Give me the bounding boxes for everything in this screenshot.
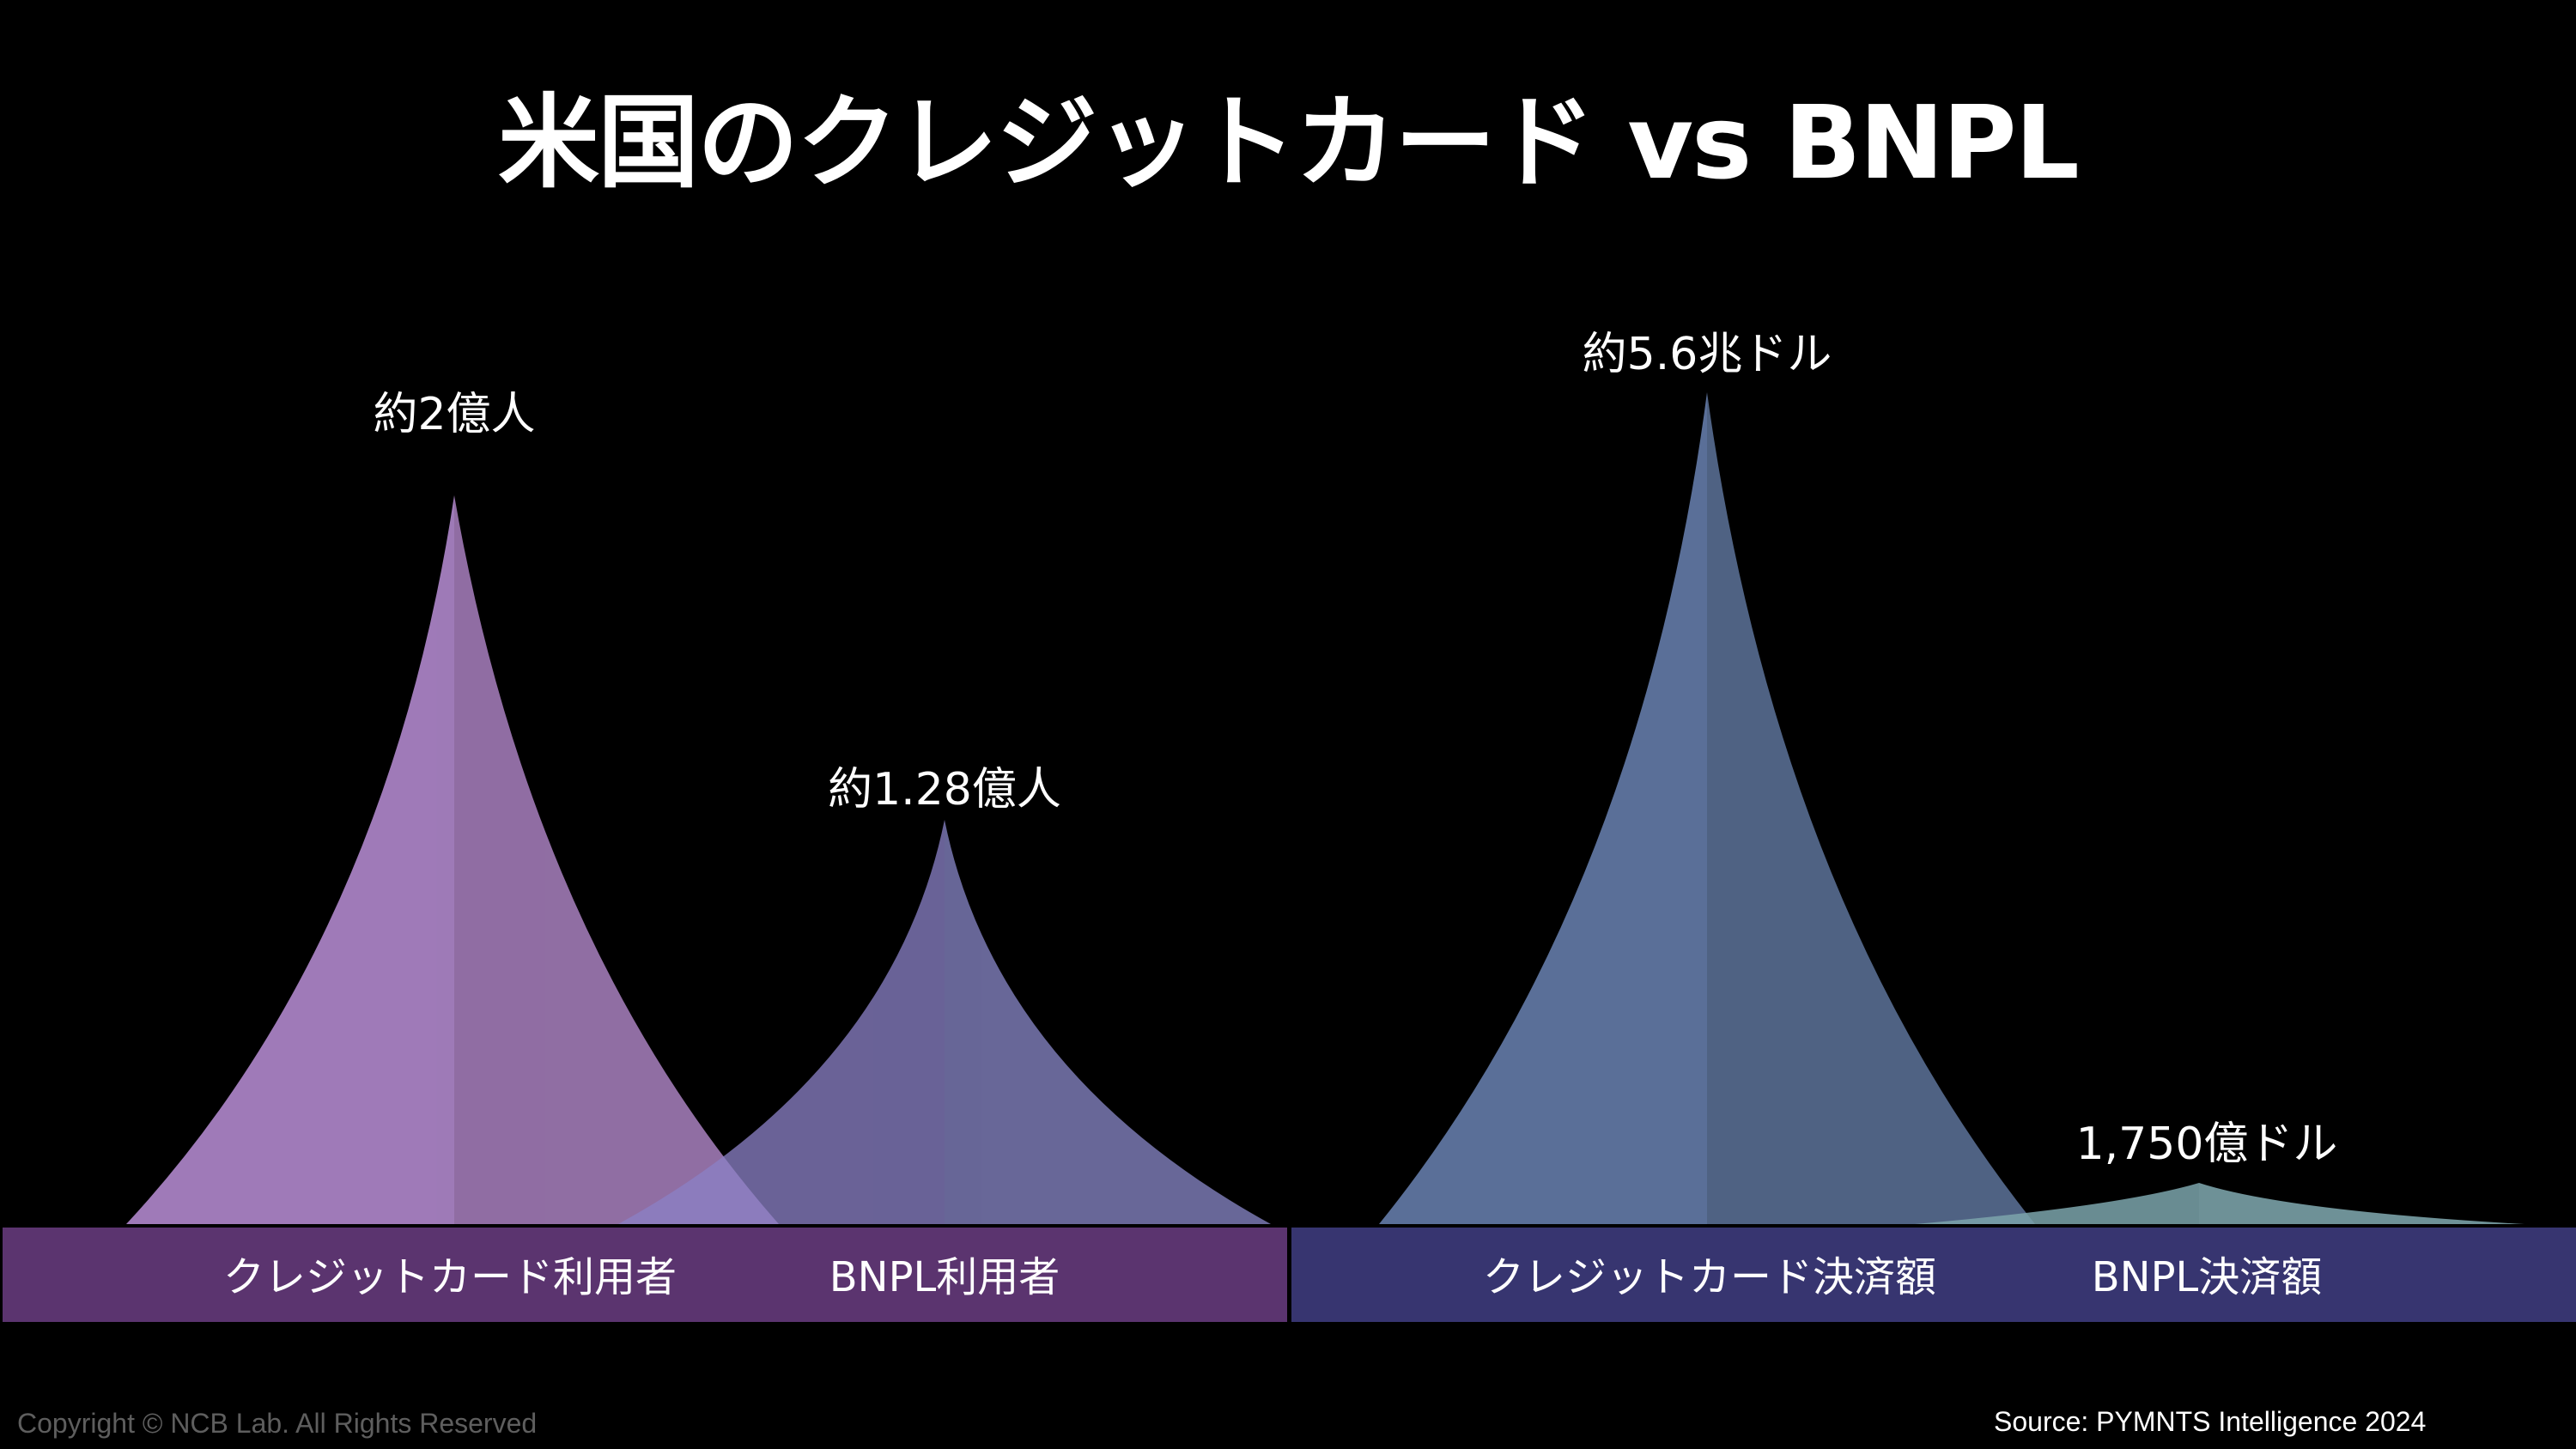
copyright-text: Copyright © NCB Lab. All Rights Reserved [17,1408,538,1439]
peak-bnpl-users [618,820,1271,1224]
value-label-bnpl-users: 約1.28億人 [828,764,1061,815]
value-label-card-users: 約2億人 [373,389,536,440]
peak-card-volume [1379,392,2035,1224]
value-label-card-volume: 約5.6兆ドル [1582,329,1832,380]
category-bar-users [3,1228,1287,1322]
category-label-bnpl-users: BNPL利用者 [829,1253,1060,1301]
value-label-bnpl-volume: 1,750億ドル [2075,1119,2338,1170]
peak-bnpl-volume [1915,1183,2524,1224]
category-label-bnpl-volume: BNPL決済額 [2091,1253,2323,1301]
peak-card-users [126,495,779,1224]
category-label-card-volume: クレジットカード決済額 [1482,1253,1936,1301]
category-label-card-users: クレジットカード利用者 [222,1253,677,1301]
source-text: Source: PYMNTS Intelligence 2024 [1994,1406,2427,1437]
category-bar-volume [1291,1228,2576,1322]
page-title: 米国のクレジットカード vs BNPL [498,83,2080,202]
